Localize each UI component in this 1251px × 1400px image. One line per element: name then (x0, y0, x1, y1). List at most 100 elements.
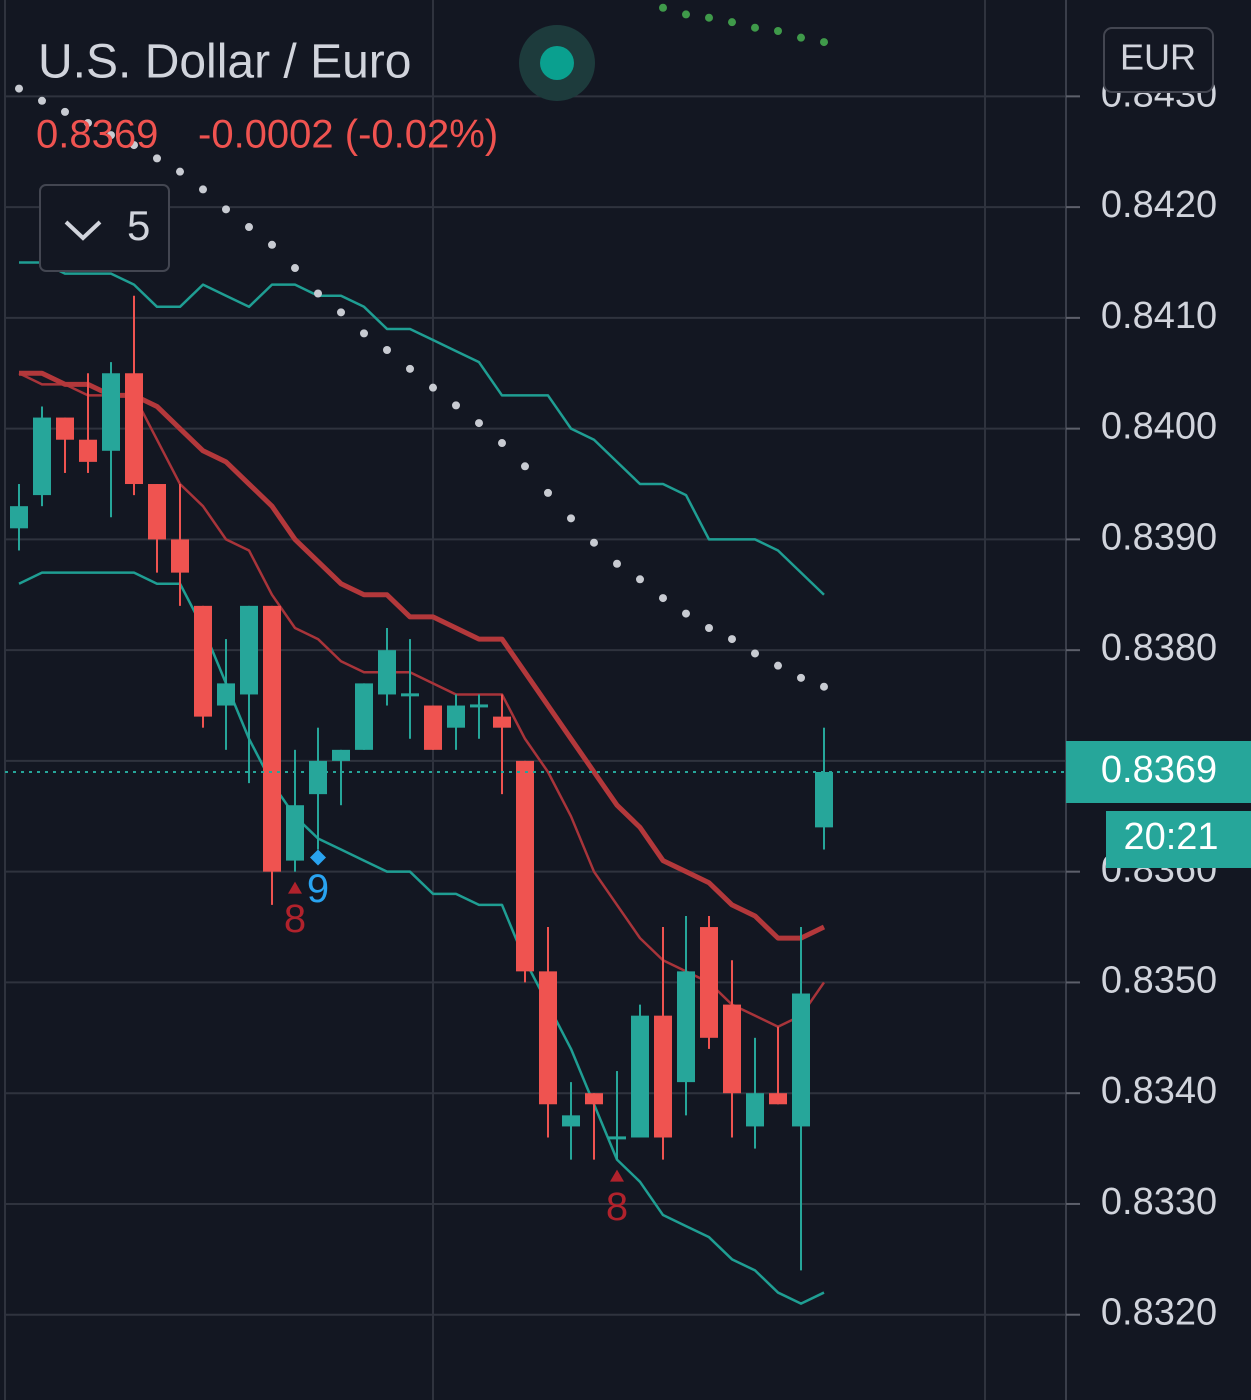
indicator-line (18, 571, 825, 1305)
interval-button[interactable] (39, 184, 170, 272)
candle-body (56, 417, 74, 440)
header: U.S. Dollar / Euro 0.8369 -0.0002 (-0.02… (36, 25, 1214, 272)
sar-dot (751, 649, 759, 658)
sar-dot (774, 27, 782, 36)
sar-dot (705, 624, 713, 633)
y-tick-label: 0.8350 (1101, 959, 1217, 1001)
price-axis: 0.83200.83300.83400.83500.83600.83700.83… (1066, 73, 1251, 1334)
signal-label: 8 (606, 1185, 628, 1229)
candle-body (654, 1015, 672, 1138)
sar-dot (291, 264, 299, 273)
candle-body (424, 705, 442, 750)
candle-body (470, 704, 488, 708)
candle-body (769, 1093, 787, 1105)
candle-body (286, 805, 304, 861)
signal-label: 9 (307, 867, 329, 911)
indicator-line (19, 370, 826, 941)
sar-dot (659, 3, 667, 12)
sar-dot (613, 559, 621, 568)
sar-dot (590, 538, 598, 547)
sar-dot (682, 10, 690, 19)
candle-body (562, 1115, 580, 1127)
y-tick-label: 0.8390 (1101, 516, 1217, 558)
y-tick-label: 0.8340 (1101, 1070, 1217, 1112)
signal-marker (310, 849, 326, 866)
sar-dot (38, 96, 46, 105)
signal-marker (610, 1169, 624, 1182)
chart-title: U.S. Dollar / Euro (38, 36, 411, 89)
y-tick-label: 0.8420 (1101, 184, 1217, 226)
y-tick-label: 0.8380 (1101, 627, 1217, 669)
sar-dot (797, 33, 805, 42)
y-tick-label: 0.8330 (1101, 1181, 1217, 1223)
sar-dot (337, 308, 345, 317)
candle-body (516, 760, 534, 972)
candle-body (447, 705, 465, 728)
sar-dot (820, 682, 828, 691)
candle-body (148, 484, 166, 540)
candle-body (792, 993, 810, 1127)
candle-body (815, 771, 833, 828)
sar-dot (406, 364, 414, 373)
chevron-icon (64, 220, 102, 241)
signal-label: 8 (284, 897, 306, 941)
currency-label[interactable]: EUR (1120, 37, 1196, 78)
sar-dot (705, 13, 713, 22)
candle-body (332, 749, 350, 761)
y-tick-label: 0.8320 (1101, 1292, 1217, 1334)
candle-body (746, 1093, 764, 1127)
candle-body (79, 439, 97, 462)
candle-body (309, 760, 327, 795)
currency-button[interactable] (1103, 27, 1214, 93)
sar-dot (521, 462, 529, 471)
sar-dot (153, 154, 161, 163)
sar-dot (728, 635, 736, 644)
sar-dot (636, 575, 644, 584)
candle-body (378, 650, 396, 695)
countdown-label: 20:21 (1123, 816, 1218, 858)
candle-body (33, 417, 51, 496)
candle-body (631, 1015, 649, 1138)
sar-dot (199, 185, 207, 194)
candle-body (677, 971, 695, 1083)
sar-dot (268, 240, 276, 249)
countdown-tag (1106, 810, 1251, 868)
sar-dot (774, 661, 782, 670)
candle-body (10, 506, 28, 529)
candle-body (194, 605, 212, 717)
candle-body (539, 971, 557, 1105)
sar-dot (15, 84, 23, 93)
candle-body (493, 716, 511, 728)
sar-dot (475, 419, 483, 428)
grid (4, 0, 1066, 1400)
sar-dot (222, 205, 230, 214)
sar-dot (544, 488, 552, 497)
sar-dot (245, 223, 253, 232)
status-dot (540, 46, 574, 80)
signal-marker (288, 881, 302, 894)
sar-dot (567, 514, 575, 523)
sar-dot (61, 107, 69, 116)
sar-dot (360, 329, 368, 338)
last-price-label: 0.8369 (1101, 749, 1217, 791)
sar-dot (429, 383, 437, 392)
sar-dot (682, 609, 690, 618)
candle-body (608, 1136, 626, 1140)
last-price-tag (1066, 740, 1251, 803)
sar-dot (797, 673, 805, 682)
sar-dot (452, 401, 460, 410)
sar-dot (130, 141, 138, 150)
sar-dot (751, 23, 759, 32)
price-change: -0.0002 (-0.02%) (198, 113, 498, 157)
sar-dot (498, 439, 506, 448)
interval-label[interactable]: 5 (127, 202, 150, 249)
sar-dot (820, 38, 828, 47)
candle-body (263, 605, 281, 872)
sar-dot (176, 167, 184, 176)
y-tick-label: 0.8400 (1101, 406, 1217, 448)
sar-dot (314, 289, 322, 298)
sar-dot (728, 18, 736, 27)
sar-dot (107, 131, 115, 140)
candle-body (401, 693, 419, 697)
